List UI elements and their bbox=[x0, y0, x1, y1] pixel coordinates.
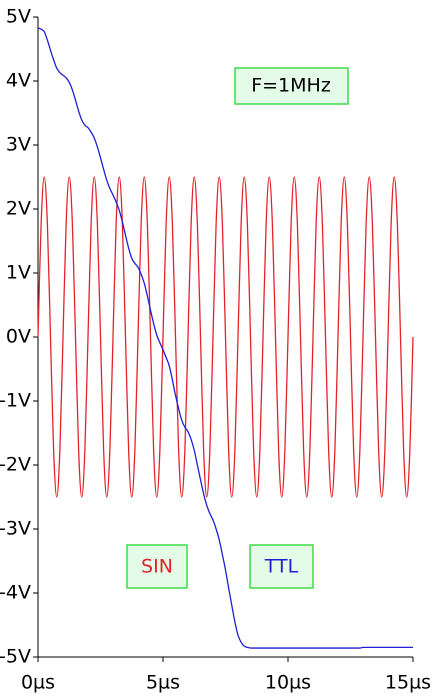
y-tick-label: 1V bbox=[6, 262, 31, 284]
y-tick-label: -3V bbox=[0, 518, 31, 540]
x-tick-label: 5µs bbox=[146, 672, 180, 694]
x-tick-label: 0µs bbox=[21, 672, 55, 694]
y-tick-label: -1V bbox=[0, 390, 31, 412]
legend-box bbox=[126, 544, 188, 589]
y-tick-label: -4V bbox=[0, 582, 31, 604]
legend-label: TTL bbox=[264, 556, 299, 578]
y-tick-label: 5V bbox=[6, 6, 31, 28]
annotation-box bbox=[234, 67, 349, 105]
x-tick-label: 15µs bbox=[385, 672, 431, 694]
y-tick-label: 4V bbox=[6, 70, 31, 92]
y-tick-label: 2V bbox=[6, 198, 31, 220]
series-line bbox=[37, 176, 414, 498]
x-tick-label: 10µs bbox=[265, 672, 311, 694]
y-tick-label: -5V bbox=[0, 646, 31, 668]
annotation: F=1MHz bbox=[251, 75, 331, 97]
legend-box bbox=[249, 544, 314, 589]
y-tick-label: 0V bbox=[6, 326, 31, 348]
y-tick-label: -2V bbox=[0, 454, 31, 476]
series-line bbox=[37, 27, 413, 649]
y-tick-label: 3V bbox=[6, 134, 31, 156]
legend-label: SIN bbox=[141, 556, 173, 578]
